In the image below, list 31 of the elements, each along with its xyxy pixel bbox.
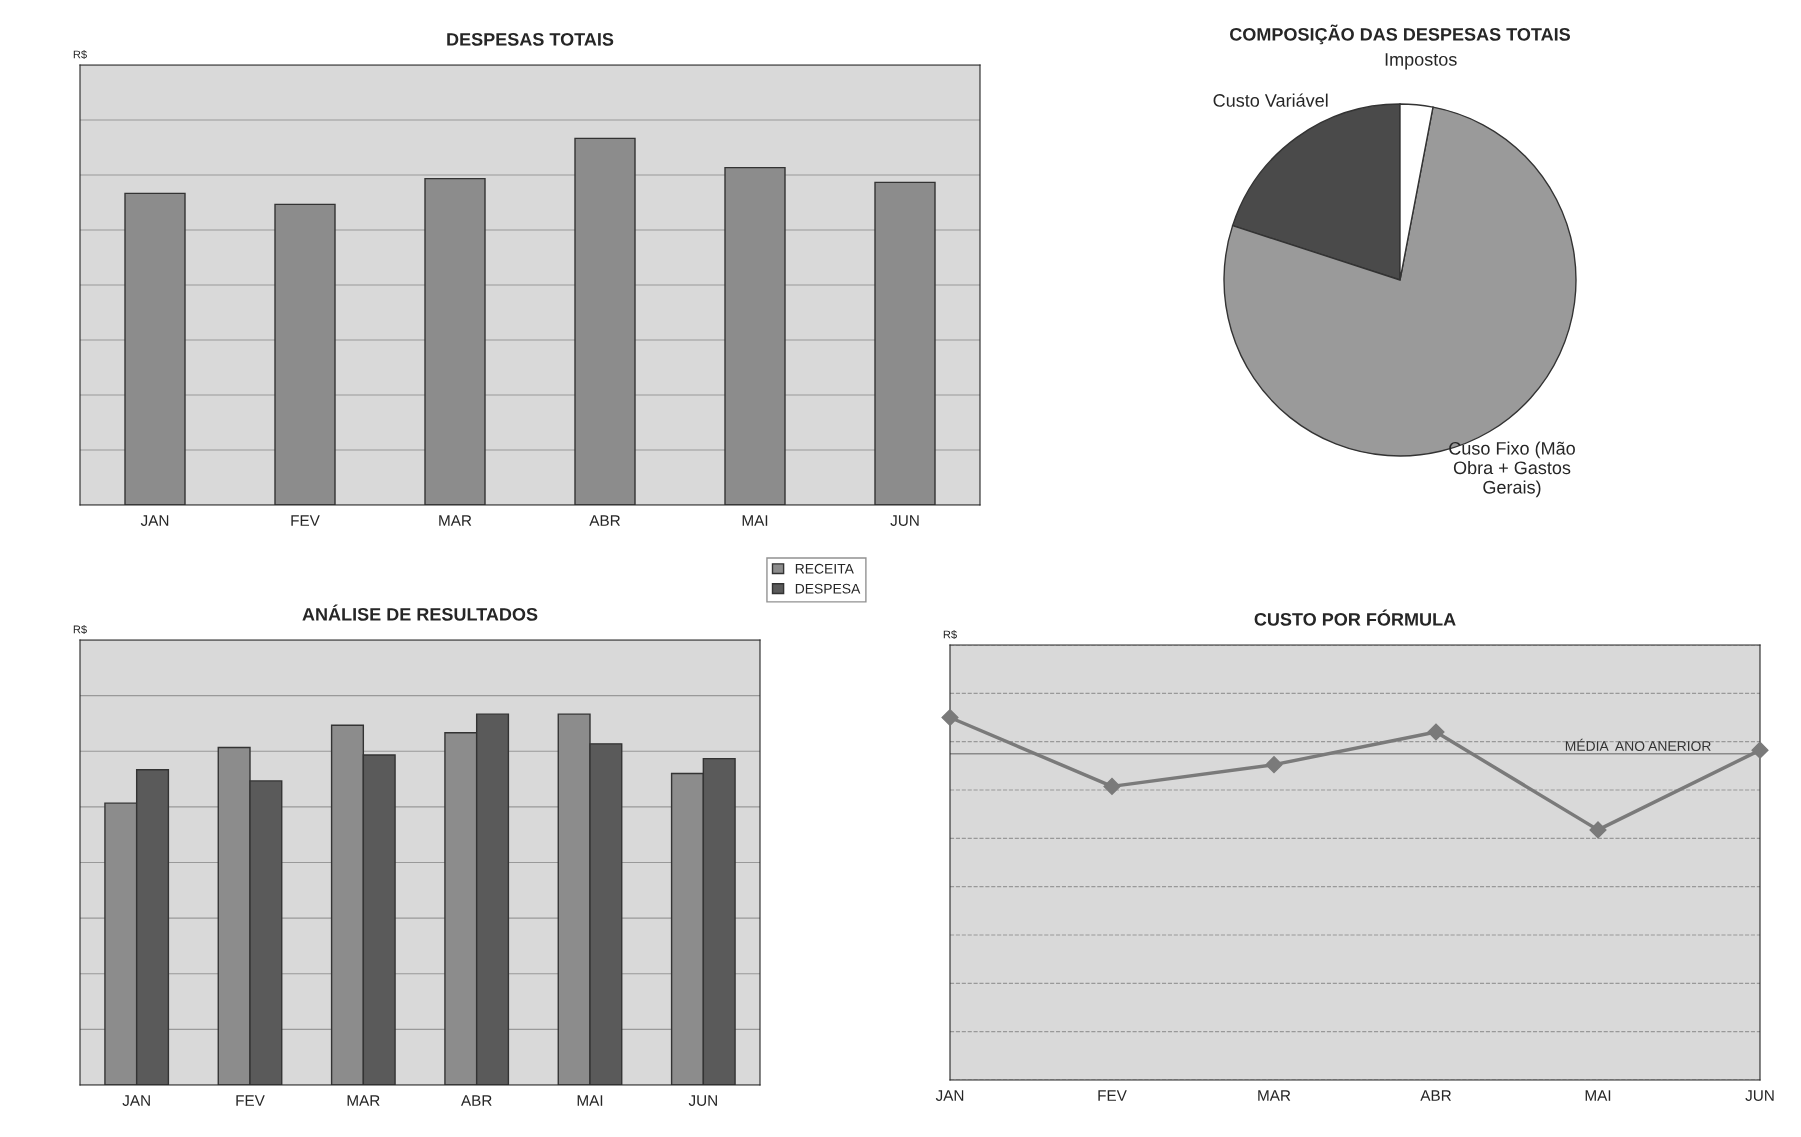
slice-label: Custo Variável — [1213, 93, 1328, 107]
x-tick-label: ABR — [1420, 1090, 1451, 1101]
x-tick-label: FEV — [236, 1095, 265, 1106]
x-tick-label: JAN — [935, 1090, 964, 1101]
x-tick-label: MAR — [1258, 1090, 1291, 1101]
x-tick-label: FEV — [1098, 1090, 1127, 1101]
chart-title: DESPESAS TOTAIS — [447, 32, 614, 46]
x-tick-label: JUN — [1745, 1090, 1774, 1101]
x-tick-label: MAI — [1585, 1090, 1611, 1101]
legend-label: RECEITA — [795, 563, 854, 574]
x-tick-label: FEV — [291, 515, 320, 526]
chart-title: CUSTO POR FÓRMULA — [1254, 609, 1456, 626]
x-tick-label: JAN — [140, 515, 169, 526]
slice-label: Cuso Fixo (Mão Obra + Gastos Gerais) — [1449, 441, 1575, 498]
x-tick-label: JUN — [890, 515, 919, 526]
y-axis-title: R$ — [73, 625, 87, 635]
x-tick-label: ABR — [589, 515, 620, 526]
x-tick-label: MAR — [439, 515, 472, 526]
y-axis-title: R$ — [943, 630, 957, 640]
chart-title: COMPOSIÇÃO DAS DESPESAS TOTAIS — [1230, 24, 1571, 45]
slice-label: Impostos — [1385, 53, 1457, 70]
x-tick-label: MAI — [742, 515, 768, 526]
x-tick-label: JAN — [122, 1095, 150, 1106]
legend-label: DESPESA — [795, 583, 861, 594]
x-tick-label: ABR — [460, 1095, 492, 1106]
x-tick-label: MAR — [347, 1095, 380, 1106]
x-tick-label: JUN — [688, 1095, 717, 1106]
y-axis-title: R$ — [73, 50, 87, 60]
ref-line-label: MÉDIA ANO ANERIOR — [1565, 738, 1711, 751]
x-tick-label: MAI — [577, 1095, 603, 1106]
chart-title: ANÁLISE DE RESULTADOS — [302, 604, 538, 621]
